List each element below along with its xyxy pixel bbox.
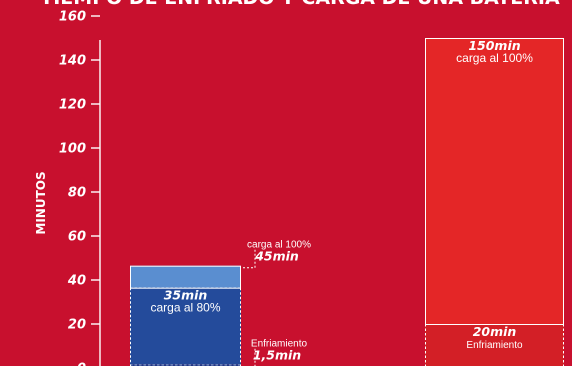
y-tick-label: 100 xyxy=(59,142,86,157)
chart-title: TIEMPO DE ENFRIADO Y CARGA DE UNA BATERÍ… xyxy=(40,0,560,9)
bar-value-label: 45min xyxy=(254,249,299,264)
bar-value-label: 35min xyxy=(164,288,208,303)
bar-outline xyxy=(130,265,241,289)
bar-value-label: 150min xyxy=(468,38,520,53)
callout-line xyxy=(243,249,256,269)
y-tick-label: 160 xyxy=(59,10,86,25)
bar-segment-label: Enfriamiento xyxy=(466,340,523,351)
bar-value-label: 20min xyxy=(473,324,517,339)
bar-segment-label: carga al 100% xyxy=(456,51,533,65)
bar-segment-label: carga al 100% xyxy=(247,240,311,251)
bar-segment xyxy=(425,38,564,324)
y-tick-label: 0 xyxy=(77,362,86,366)
bar-value-label: 1,5min xyxy=(253,348,301,363)
y-axis-ticks: 0 20 40 60 80 100 120 140 160 xyxy=(59,10,100,366)
y-tick-label: 80 xyxy=(68,186,86,201)
bar-segment xyxy=(130,364,241,366)
bar-segment xyxy=(130,287,241,365)
y-axis-label: MINUTOS xyxy=(34,171,48,234)
y-tick-label: 120 xyxy=(59,98,86,113)
bar-segment xyxy=(130,265,241,288)
bar-outline xyxy=(425,38,564,325)
y-tick-label: 20 xyxy=(68,318,86,333)
y-tick-label: 140 xyxy=(59,54,86,69)
callout-line xyxy=(254,348,256,366)
y-tick-label: 60 xyxy=(68,230,86,245)
bar-segment xyxy=(425,324,564,366)
bar-segment-label: carga al 80% xyxy=(150,301,220,315)
y-tick-label: 40 xyxy=(67,274,86,289)
bar-segment-label: Enfriamiento xyxy=(251,339,308,350)
